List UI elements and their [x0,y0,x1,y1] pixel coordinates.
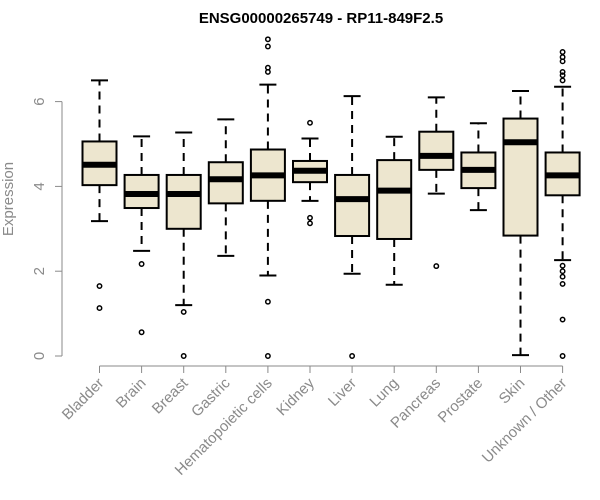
outlier-point [264,68,271,75]
box-bladder [81,79,118,312]
box-brain [123,135,160,336]
outlier-point [307,119,313,126]
outlier-point [433,263,440,270]
y-tick-label: 6 [31,97,48,105]
box-breast [165,131,202,359]
iqr-box [418,130,455,171]
box-lung [376,135,413,286]
outlier-point [264,353,271,359]
outlier-point [559,49,566,55]
y-axis-label: Expression [0,162,17,236]
outlier-point [559,72,566,79]
y-tick-label: 0 [31,352,48,360]
y-tick-label: 4 [31,182,48,190]
x-tick-label-lung: Lung [366,375,402,411]
outlier-point [180,353,187,359]
outlier-point [559,316,566,323]
outlier-point [264,43,271,50]
outlier-point [307,220,313,227]
outlier-point [559,77,566,84]
outlier-point [559,262,566,269]
outlier-point [559,268,566,275]
y-tick-label: 2 [31,267,48,275]
outlier-point [264,298,271,305]
x-tick-label-bladder: Bladder [59,375,108,424]
iqr-box [376,159,413,240]
box-unknown-other [544,49,581,359]
outlier-point [138,261,145,267]
box-pancreas [418,96,455,270]
box-gastric [207,118,244,257]
iqr-box [165,173,202,230]
outlier-point [138,329,145,336]
outlier-point [559,68,566,75]
outlier-point [349,353,356,359]
outlier-point [264,36,271,43]
boxes-group [81,36,581,359]
x-tick-label-brain: Brain [113,375,150,412]
outlier-point [559,280,566,287]
iqr-box [334,173,371,238]
x-tick-label-kidney: Kidney [273,374,318,419]
iqr-box [502,117,539,237]
x-tick-label-prostate: Prostate [435,375,487,427]
outlier-point [307,214,313,221]
outlier-point [180,308,187,315]
box-prostate [460,122,497,212]
chart-title: ENSG00000265749 - RP11-849F2.5 [199,10,443,27]
y-axis: 0 2 4 6 [31,97,63,360]
box-hematopoietic-cells [249,36,286,359]
outlier-point [96,283,103,289]
x-tick-label-skin: Skin [496,375,529,408]
box-skin [502,90,539,357]
x-tick-label-liver: Liver [325,375,360,410]
outlier-point [559,273,566,280]
outlier-point [559,58,566,65]
outlier-point [559,353,566,359]
box-kidney [292,119,328,227]
outlier-point [96,305,103,312]
iqr-box [207,161,244,205]
x-tick-label-breast: Breast [149,374,192,417]
box-liver [334,95,371,359]
